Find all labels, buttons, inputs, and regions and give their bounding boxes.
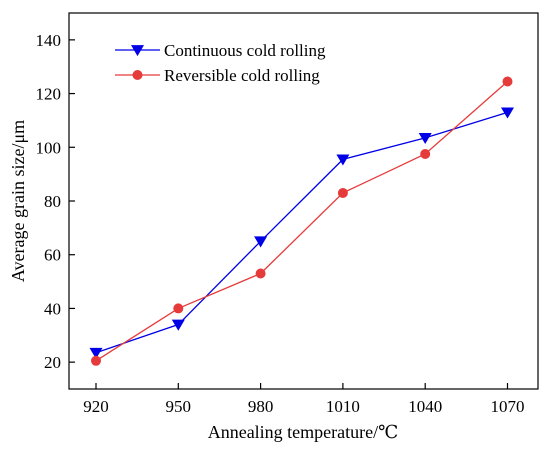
y-tick-label: 40 — [44, 299, 61, 318]
data-point — [418, 133, 432, 145]
legend-label: Continuous cold rolling — [164, 41, 326, 60]
x-axis-ticks: 920 950 980 1010 1040 1070 — [83, 383, 525, 416]
data-point — [337, 187, 348, 198]
x-axis-title: Annealing temperature/℃ — [208, 422, 399, 442]
data-point — [501, 107, 514, 119]
legend-label: Reversible cold rolling — [164, 66, 320, 85]
series-line — [95, 111, 508, 354]
data-point — [89, 347, 103, 359]
x-tick-label: 980 — [248, 397, 274, 416]
data-point — [420, 149, 431, 159]
data-point — [171, 319, 185, 331]
x-tick-label: 1040 — [408, 397, 442, 416]
legend: Continuous cold rolling Reversible cold r… — [115, 41, 326, 85]
data-point — [173, 303, 184, 314]
y-axis-title: Average grain size/μm — [8, 120, 28, 282]
data-point — [255, 268, 266, 279]
y-tick-label: 60 — [44, 246, 61, 265]
y-tick-label: 120 — [36, 85, 62, 104]
x-tick-label: 1070 — [491, 397, 525, 416]
series-line — [95, 80, 508, 362]
y-axis-ticks: 20 40 60 80 100 120 140 — [36, 31, 75, 372]
legend-marker — [132, 70, 143, 80]
legend-marker — [131, 45, 144, 57]
series-2 — [91, 76, 513, 366]
y-tick-label: 20 — [44, 353, 61, 372]
data-point — [502, 76, 513, 87]
series-1 — [89, 107, 514, 359]
x-tick-label: 1010 — [326, 397, 360, 416]
y-tick-label: 100 — [36, 138, 62, 157]
data-point — [336, 154, 350, 166]
data-point — [91, 355, 101, 366]
y-tick-label: 140 — [36, 31, 62, 50]
y-tick-label: 80 — [44, 192, 61, 211]
x-tick-label: 920 — [83, 397, 109, 416]
data-point — [254, 236, 268, 248]
series-layer — [89, 76, 514, 366]
x-tick-label: 950 — [166, 397, 192, 416]
